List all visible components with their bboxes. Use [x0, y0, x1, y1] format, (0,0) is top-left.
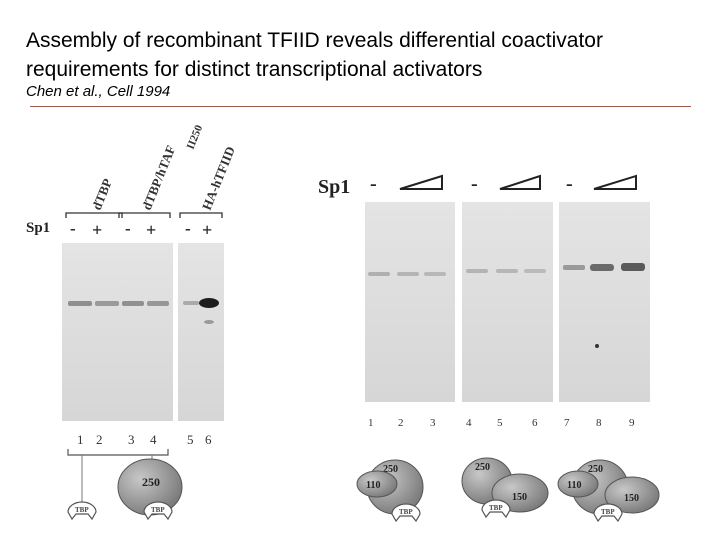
minus-group-2: - [471, 173, 478, 195]
tbp-label-left-2: TBP [151, 506, 165, 514]
right-gel-3 [559, 202, 650, 402]
complex-c-110-oval [557, 470, 599, 498]
band-lane-5 [183, 301, 199, 305]
complex-b-250-label: 250 [475, 462, 490, 473]
complex-b: 250 150 TBP [461, 457, 549, 519]
complex-a-250-label: 250 [383, 464, 398, 475]
wedge-group-1 [399, 174, 443, 190]
band-r6 [524, 269, 546, 273]
header-ii250: II250 [185, 123, 206, 151]
complex-c-tbp-label: TBP [601, 508, 615, 516]
band-r9 [621, 263, 645, 271]
complex-c-tbp [593, 503, 623, 523]
complex-a-110-label: 110 [366, 480, 380, 491]
band-lane-4 [147, 301, 169, 306]
band-r3 [424, 272, 446, 276]
left-lane-2: 2 [96, 432, 103, 447]
right-lane-9: 9 [629, 417, 635, 429]
sign-lane-2: + [92, 220, 102, 240]
left-lane-4: 4 [150, 432, 157, 447]
left-lane-1: 1 [77, 432, 84, 447]
minus-group-1: - [370, 173, 377, 195]
left-lane-3: 3 [128, 432, 135, 447]
complex-c: 250 110 150 TBP [557, 459, 660, 523]
band-lane-6 [199, 298, 219, 308]
right-gel-1 [365, 202, 455, 402]
band-lane-3 [122, 301, 144, 306]
right-lane-8: 8 [596, 417, 602, 429]
right-gel-2 [462, 202, 553, 402]
left-gel-b [178, 243, 224, 421]
bracket-dtbp [65, 212, 123, 218]
right-lane-7: 7 [564, 417, 570, 429]
right-lane-3: 3 [430, 417, 436, 429]
band-r4 [466, 269, 488, 273]
wedge-group-3 [593, 174, 637, 190]
left-lane-6: 6 [205, 432, 212, 447]
minus-group-3: - [566, 173, 573, 195]
complex-c-250-label: 250 [588, 464, 603, 475]
gel-speck [595, 344, 599, 348]
band-lane-6-minor [204, 320, 214, 324]
header-dtbp: dTBP [89, 176, 115, 212]
sign-lane-3: - [125, 219, 131, 238]
tbp-saddle-left-1 [67, 501, 97, 521]
band-lane-1 [68, 301, 92, 306]
wedge-group-2 [499, 174, 541, 190]
sign-lane-6: + [202, 220, 212, 240]
right-lane-6: 6 [532, 417, 538, 429]
right-gel-panel: Sp1 - - - 1 2 3 4 5 6 7 8 9 [318, 173, 660, 523]
left-lane-5: 5 [187, 432, 194, 447]
complex-c-150-oval [604, 476, 660, 514]
sign-lane-4: + [146, 220, 156, 240]
complex-c-110-label: 110 [567, 480, 581, 491]
tbp-label-left-1: TBP [75, 506, 89, 514]
citation: Chen et al., Cell 1994 [26, 83, 171, 100]
sign-lane-5: - [185, 219, 191, 238]
bracket-ha-htfiid [179, 212, 223, 218]
right-sp1-label: Sp1 [318, 176, 350, 198]
complex-a: 250 110 TBP [356, 459, 424, 523]
header-dtbp-htaf: dTBP/hTAF [139, 143, 179, 212]
complex-c-150-label: 150 [624, 493, 639, 504]
complex-b-tbp [481, 499, 511, 519]
complex-a-110-oval [356, 470, 398, 498]
title-divider [30, 106, 691, 107]
left-sp1-label: Sp1 [26, 220, 50, 236]
right-lane-2: 2 [398, 417, 404, 429]
header-ha-htfiid: HA-hTFIID [199, 144, 238, 212]
taf250-label-left: 250 [142, 475, 160, 489]
right-lane-4: 4 [466, 417, 472, 429]
left-gel-a [62, 243, 173, 421]
right-lane-1: 1 [368, 417, 374, 429]
band-r8 [590, 264, 614, 271]
band-lane-2 [95, 301, 119, 306]
lanes-bracket [67, 449, 169, 456]
sign-lane-1: - [70, 219, 76, 238]
slide-title: Assembly of recombinant TFIID reveals di… [26, 29, 603, 81]
band-r2 [397, 272, 419, 276]
tbp-saddle-left-2 [143, 501, 173, 521]
bracket-dtbp-htaf [118, 212, 171, 218]
complex-a-tbp [391, 503, 421, 523]
left-gel-panel: dTBP dTBP/hTAF II250 HA-hTFIID Sp1 - + -… [26, 123, 238, 521]
complex-a-tbp-label: TBP [399, 508, 413, 516]
complex-b-tbp-label: TBP [489, 504, 503, 512]
band-r5 [496, 269, 518, 273]
complex-b-150-label: 150 [512, 492, 527, 503]
band-r7 [563, 265, 585, 270]
right-lane-5: 5 [497, 417, 503, 429]
band-r1 [368, 272, 390, 276]
